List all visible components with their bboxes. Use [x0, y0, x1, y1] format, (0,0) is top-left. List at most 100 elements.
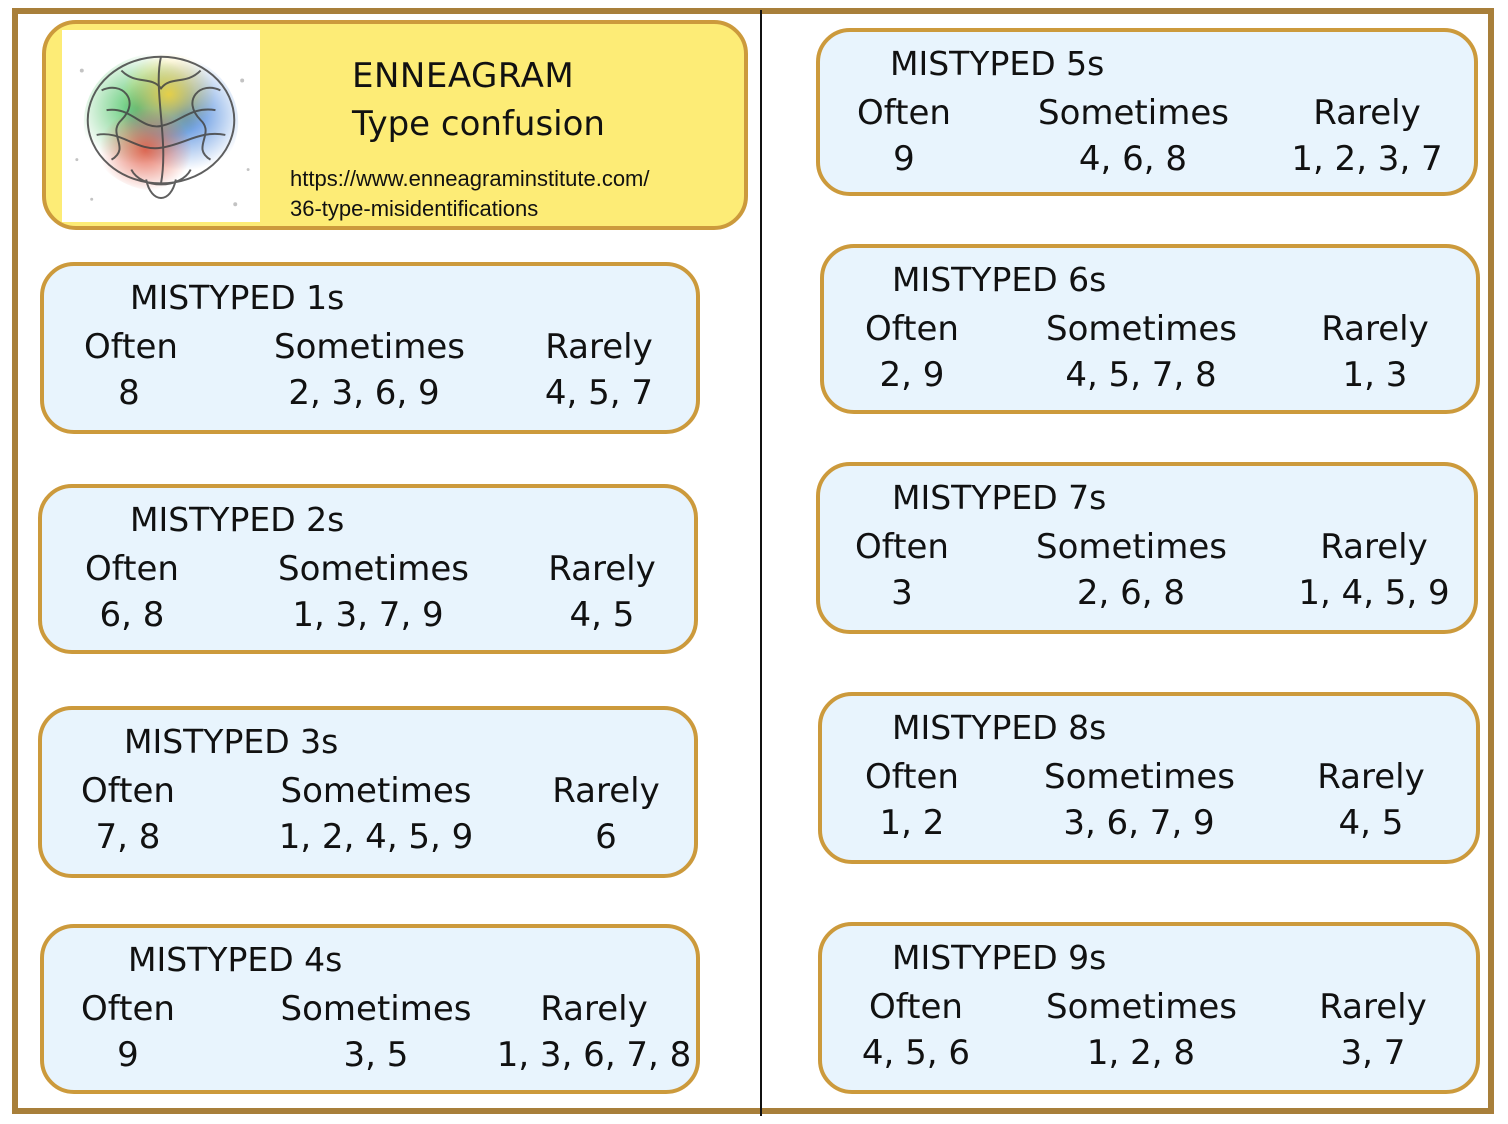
rarely-value: 1, 2, 3, 7	[1291, 139, 1443, 179]
mistyped-card-7: MISTYPED 7s Often 3 Sometimes 2, 6, 8 Ra…	[816, 462, 1478, 634]
rarely-column: Rarely 6	[536, 768, 676, 860]
rarely-label: Rarely	[545, 327, 653, 367]
rarely-value: 1, 3, 6, 7, 8	[496, 1035, 692, 1075]
sometimes-value: 2, 6, 8	[1076, 573, 1186, 613]
rarely-column: Rarely 4, 5	[1296, 754, 1446, 846]
card-title: MISTYPED 4s	[128, 940, 343, 979]
mistyped-card-9: MISTYPED 9s Often 4, 5, 6 Sometimes 1, 2…	[818, 922, 1480, 1094]
mistyped-card-2: MISTYPED 2s Often 6, 8 Sometimes 1, 3, 7…	[38, 484, 698, 654]
card-title: MISTYPED 6s	[892, 260, 1107, 299]
sometimes-value: 4, 5, 7, 8	[1065, 355, 1217, 395]
rarely-value: 1, 4, 5, 9	[1298, 573, 1450, 613]
sometimes-value: 1, 2, 8	[1086, 1033, 1196, 1073]
sometimes-column: Sometimes 3, 6, 7, 9	[1044, 754, 1235, 846]
rarely-value: 3, 7	[1340, 1033, 1406, 1073]
rarely-column: Rarely 1, 3	[1300, 306, 1450, 398]
card-title: MISTYPED 9s	[892, 938, 1107, 977]
often-label: Often	[81, 989, 175, 1029]
rarely-column: Rarely 1, 4, 5, 9	[1284, 524, 1464, 616]
sometimes-column: Sometimes 2, 3, 6, 9	[274, 324, 465, 416]
mistyped-card-3: MISTYPED 3s Often 7, 8 Sometimes 1, 2, 4…	[38, 706, 698, 878]
often-column: Often 8	[84, 324, 178, 416]
often-label: Often	[85, 549, 179, 589]
sometimes-value: 4, 6, 8	[1078, 139, 1188, 179]
often-column: Often 1, 2	[862, 754, 962, 846]
card-title: MISTYPED 7s	[892, 478, 1107, 517]
sometimes-value: 3, 6, 7, 9	[1063, 803, 1215, 843]
sometimes-label: Sometimes	[278, 549, 469, 589]
sometimes-column: Sometimes 1, 3, 7, 9	[278, 546, 469, 638]
card-title: MISTYPED 1s	[130, 278, 345, 317]
source-url-line-2: 36-type-misidentifications	[290, 196, 539, 221]
card-title: MISTYPED 2s	[130, 500, 345, 539]
card-title: MISTYPED 5s	[890, 44, 1105, 83]
sometimes-value: 3, 5	[343, 1035, 409, 1075]
sometimes-column: Sometimes 4, 5, 7, 8	[1046, 306, 1237, 398]
often-value: 6, 8	[99, 595, 165, 635]
header-card: ENNEAGRAM Type confusion https://www.enn…	[42, 20, 748, 230]
page-subtitle: Type confusion	[352, 104, 605, 144]
rarely-label: Rarely	[1320, 527, 1428, 567]
rarely-column: Rarely 4, 5, 7	[524, 324, 674, 416]
often-column: Often 3	[854, 524, 950, 616]
source-url: https://www.enneagraminstitute.com/ 36-t…	[290, 164, 650, 224]
sometimes-label: Sometimes	[1046, 309, 1237, 349]
mistyped-card-5: MISTYPED 5s Often 9 Sometimes 4, 6, 8 Ra…	[816, 28, 1478, 196]
often-value: 1, 2	[879, 803, 945, 843]
rarely-value: 4, 5	[1338, 803, 1404, 843]
rarely-value: 6	[595, 817, 617, 857]
sometimes-value: 2, 3, 6, 9	[288, 373, 440, 413]
often-label: Often	[81, 771, 175, 811]
sometimes-column: Sometimes 1, 2, 8	[1046, 984, 1237, 1076]
often-value: 4, 5, 6	[861, 1033, 971, 1073]
brain-icon	[62, 30, 260, 222]
rarely-column: Rarely 1, 2, 3, 7	[1282, 90, 1452, 182]
card-title: MISTYPED 8s	[892, 708, 1107, 747]
often-column: Often 6, 8	[82, 546, 182, 638]
often-column: Often 9	[856, 90, 952, 182]
rarely-value: 1, 3	[1342, 355, 1408, 395]
often-value: 9	[893, 139, 915, 179]
often-value: 9	[117, 1035, 139, 1075]
often-column: Often 4, 5, 6	[858, 984, 974, 1076]
rarely-label: Rarely	[540, 989, 648, 1029]
sometimes-column: Sometimes 1, 2, 4, 5, 9	[278, 768, 474, 860]
often-label: Often	[865, 757, 959, 797]
often-value: 8	[118, 373, 140, 413]
rarely-label: Rarely	[552, 771, 660, 811]
mistyped-card-4: MISTYPED 4s Often 9 Sometimes 3, 5 Rarel…	[40, 924, 700, 1094]
often-value: 3	[891, 573, 913, 613]
rarely-column: Rarely 3, 7	[1298, 984, 1448, 1076]
mistyped-card-8: MISTYPED 8s Often 1, 2 Sometimes 3, 6, 7…	[818, 692, 1480, 864]
mistyped-card-6: MISTYPED 6s Often 2, 9 Sometimes 4, 5, 7…	[820, 244, 1480, 414]
often-column: Often 2, 9	[862, 306, 962, 398]
sometimes-label: Sometimes	[1046, 987, 1237, 1027]
rarely-column: Rarely 4, 5	[532, 546, 672, 638]
rarely-value: 4, 5, 7	[544, 373, 654, 413]
column-divider	[760, 10, 762, 1116]
mistyped-card-1: MISTYPED 1s Often 8 Sometimes 2, 3, 6, 9…	[40, 262, 700, 434]
often-label: Often	[869, 987, 963, 1027]
rarely-label: Rarely	[1321, 309, 1429, 349]
rarely-value: 4, 5	[569, 595, 635, 635]
rarely-label: Rarely	[1313, 93, 1421, 133]
often-label: Often	[865, 309, 959, 349]
rarely-column: Rarely 1, 3, 6, 7, 8	[496, 986, 692, 1078]
sometimes-value: 1, 2, 4, 5, 9	[278, 817, 474, 857]
sometimes-label: Sometimes	[280, 771, 472, 811]
sometimes-label: Sometimes	[1044, 757, 1235, 797]
sometimes-label: Sometimes	[274, 327, 465, 367]
sometimes-label: Sometimes	[1036, 527, 1227, 567]
often-column: Often 9	[78, 986, 178, 1078]
sometimes-column: Sometimes 3, 5	[278, 986, 474, 1078]
sometimes-value: 1, 3, 7, 9	[292, 595, 444, 635]
source-url-line-1: https://www.enneagraminstitute.com/	[290, 166, 650, 191]
card-title: MISTYPED 3s	[124, 722, 339, 761]
rarely-label: Rarely	[548, 549, 656, 589]
sometimes-column: Sometimes 4, 6, 8	[1038, 90, 1229, 182]
sometimes-label: Sometimes	[280, 989, 472, 1029]
often-label: Often	[855, 527, 949, 567]
often-value: 7, 8	[95, 817, 161, 857]
page-title: ENNEAGRAM	[352, 56, 575, 96]
rarely-label: Rarely	[1319, 987, 1427, 1027]
